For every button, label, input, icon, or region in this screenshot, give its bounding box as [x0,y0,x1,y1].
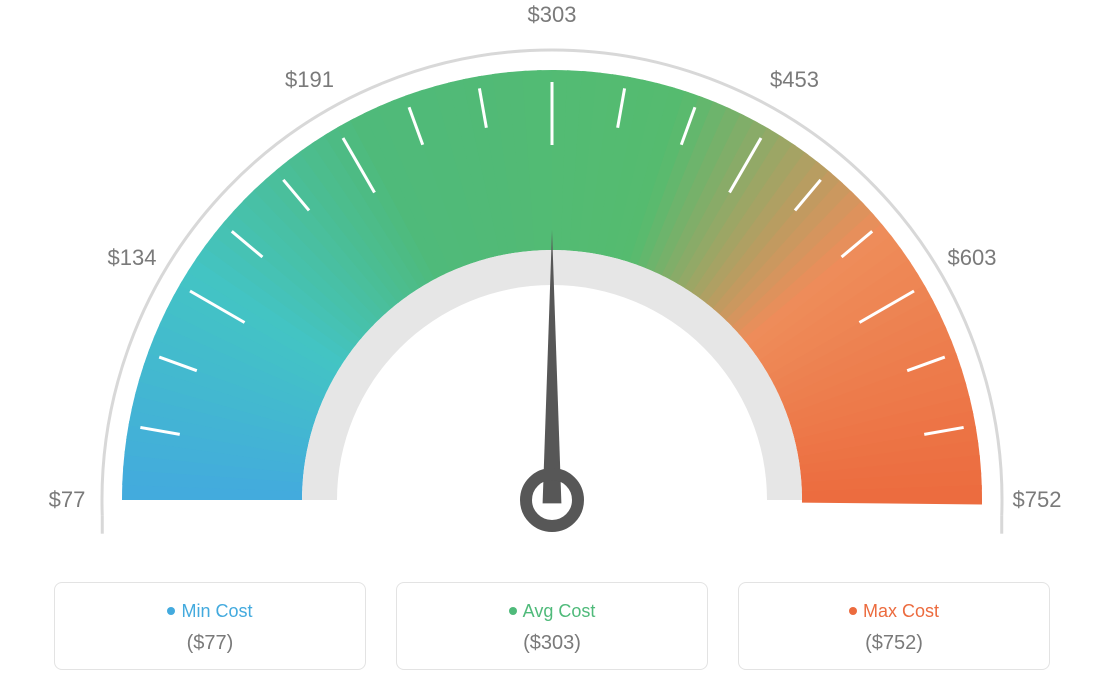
legend-title: Min Cost [65,601,355,622]
tick-label: $603 [948,245,997,271]
legend-card-max: Max Cost ($752) [738,582,1050,670]
tick-label: $134 [107,245,156,271]
gauge-svg [0,0,1104,560]
legend-value: ($77) [65,632,355,655]
legend-label-text: Avg Cost [523,601,596,621]
legend-dot-icon [509,607,517,615]
legend-card-avg: Avg Cost ($303) [396,582,708,670]
tick-label: $453 [770,67,819,93]
legend-dot-icon [167,607,175,615]
legend-card-min: Min Cost ($77) [54,582,366,670]
legend-value: ($303) [407,632,697,655]
legend-value: ($752) [749,632,1039,655]
legend-row: Min Cost ($77) Avg Cost ($303) Max Cost ($752… [54,582,1050,670]
legend-title: Max Cost [749,601,1039,622]
tick-label: $77 [49,487,86,513]
legend-label-text: Max Cost [863,601,939,621]
tick-label: $752 [1013,487,1062,513]
legend-title: Avg Cost [407,601,697,622]
legend-label-text: Min Cost [181,601,252,621]
tick-label: $191 [285,67,334,93]
gauge-chart: $77 $134 $191 $303 $453 $603 $752 [0,0,1104,560]
tick-label: $303 [528,2,577,28]
legend-dot-icon [849,607,857,615]
